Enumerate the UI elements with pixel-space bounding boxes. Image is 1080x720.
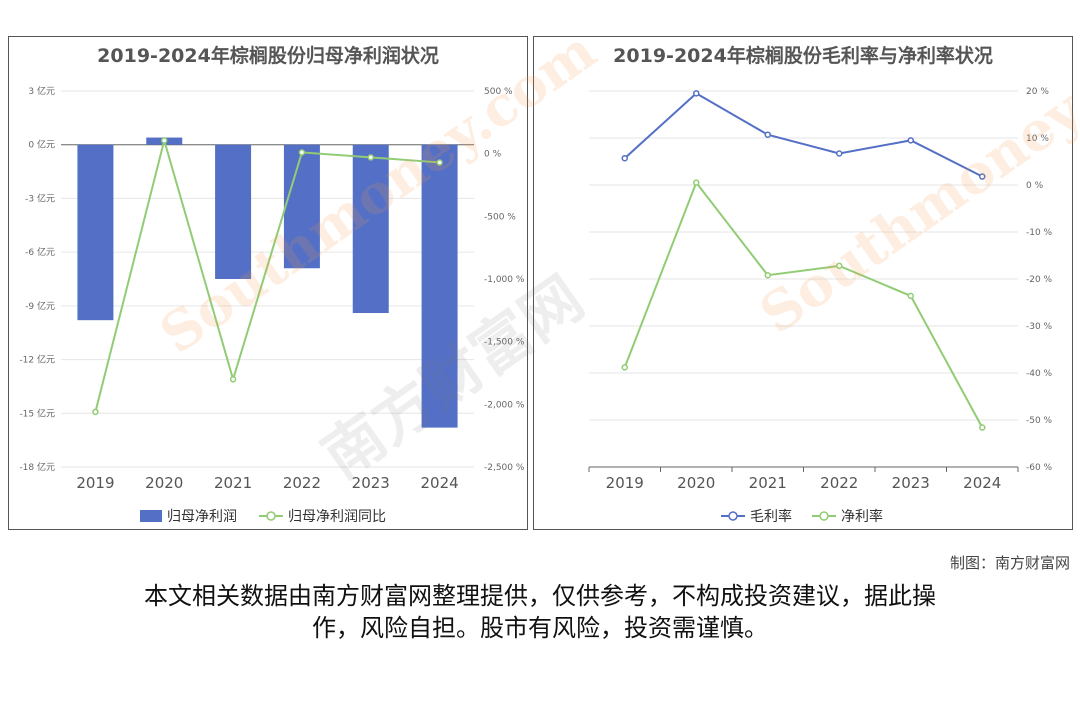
y2-tick-label: -2,000 %: [484, 400, 525, 410]
legend-swatch: [140, 510, 162, 522]
y2-tick-label: -500 %: [484, 212, 516, 222]
y2-tick-label: -1,000 %: [484, 275, 525, 285]
y-tick-label: -9 亿元: [25, 300, 55, 312]
data-point: [764, 271, 771, 279]
y-tick-label: -18 亿元: [19, 461, 55, 473]
x-tick-label: 2019: [76, 474, 114, 492]
margin-chart: 20 % 10 % 0 % -10 % -20 % -30 % -40 % -50 % -60 …: [588, 87, 1053, 525]
net-profit-chart: 3 亿元 0 亿元 -3 亿元 -6 亿元 -9 亿元 -12 亿元 -15 亿元 -18 亿…: [19, 85, 525, 525]
data-point: [979, 424, 986, 431]
x-tick-label: 2022: [283, 474, 321, 492]
disclaimer-line: 本文相关数据由南方财富网整理提供，仅供参考，不构成投资建议，据此操: [144, 582, 936, 610]
y-tick-label: 0 %: [1026, 181, 1044, 191]
disclaimer-line: 作，风险自担。股市有风险，投资需谨慎。: [312, 614, 768, 642]
y2-tick-label: 500 %: [484, 87, 513, 97]
x-tick-label: 2022: [820, 474, 858, 492]
chart-panel-margins: 2019-2024年棕榈股份毛利率与净利率状况 20 % 10 % 0 % -10 %…: [533, 36, 1073, 530]
data-point: [907, 292, 914, 300]
x-tick-label: 2024: [420, 474, 458, 492]
y-tick-label: 10 %: [1026, 134, 1049, 144]
legend-swatch: [819, 511, 829, 521]
y-tick-label: -3 亿元: [25, 192, 55, 204]
y-tick-label: -40 %: [1026, 369, 1053, 379]
legend-swatch: [266, 511, 276, 521]
data-point: [979, 173, 986, 180]
data-point: [436, 159, 443, 166]
data-point: [836, 150, 843, 157]
y-tick-label: -10 %: [1026, 228, 1053, 238]
data-point: [229, 376, 237, 383]
y-tick-label: -15 亿元: [19, 407, 55, 419]
y-tick-label: -60 %: [1026, 463, 1053, 473]
data-point: [836, 262, 843, 270]
data-point: [764, 131, 771, 138]
data-point: [367, 154, 374, 161]
y-tick-label: -12 亿元: [19, 354, 55, 366]
x-tick-label: 2021: [749, 474, 787, 492]
x-tick-label: 2023: [892, 474, 930, 492]
legend-label: 净利率: [841, 508, 883, 525]
y2-tick-label: -1,500 %: [484, 338, 525, 348]
x-tick-label: 2020: [145, 474, 183, 492]
x-tick-label: 2020: [677, 474, 715, 492]
data-point: [621, 364, 628, 371]
y-tick-label: -30 %: [1026, 322, 1053, 332]
chart-panel-net-profit: 2019-2024年棕榈股份归母净利润状况 3 亿元 0 亿元 -3 亿元 -6 亿元…: [8, 36, 528, 530]
y-tick-label: 0 亿元: [28, 139, 55, 151]
y-tick-label: 20 %: [1026, 87, 1049, 97]
chart-title: 2019-2024年棕榈股份归母净利润状况: [97, 45, 439, 67]
y-tick-label: 3 亿元: [28, 85, 55, 97]
x-tick-label: 2023: [352, 474, 390, 492]
legend-label: 毛利率: [750, 508, 792, 525]
bar: [215, 144, 252, 279]
series-line: [94, 136, 440, 413]
series-line: [624, 92, 983, 178]
x-tick-label: 2019: [606, 474, 644, 492]
chart-title: 2019-2024年棕榈股份毛利率与净利率状况: [613, 45, 993, 67]
legend-label: 归母净利润: [167, 508, 237, 525]
series-line: [623, 180, 984, 428]
x-tick-label: 2021: [214, 474, 252, 492]
bar: [283, 144, 320, 269]
data-point: [693, 179, 700, 186]
data-point: [907, 137, 914, 144]
y-tick-label: -6 亿元: [25, 246, 55, 258]
bar: [77, 144, 114, 321]
x-tick-label: 2024: [963, 474, 1001, 492]
data-point: [621, 154, 628, 162]
bar: [421, 144, 458, 428]
legend-label: 归母净利润同比: [288, 508, 386, 525]
data-point: [693, 90, 700, 97]
y2-tick-label: 0 %: [484, 150, 502, 160]
data-point: [161, 137, 168, 144]
y-tick-label: -20 %: [1026, 275, 1053, 285]
y-tick-label: -50 %: [1026, 416, 1053, 426]
y2-tick-label: -2,500 %: [484, 463, 525, 473]
data-point: [298, 149, 306, 156]
legend-swatch: [728, 511, 738, 521]
bar: [352, 144, 389, 314]
chart-credit: 制图：南方财富网: [949, 554, 1070, 572]
data-point: [92, 408, 99, 416]
disclaimer: 本文相关数据由南方财富网整理提供，仅供参考，不构成投资建议，据此操 作，风险自担…: [60, 580, 1020, 644]
